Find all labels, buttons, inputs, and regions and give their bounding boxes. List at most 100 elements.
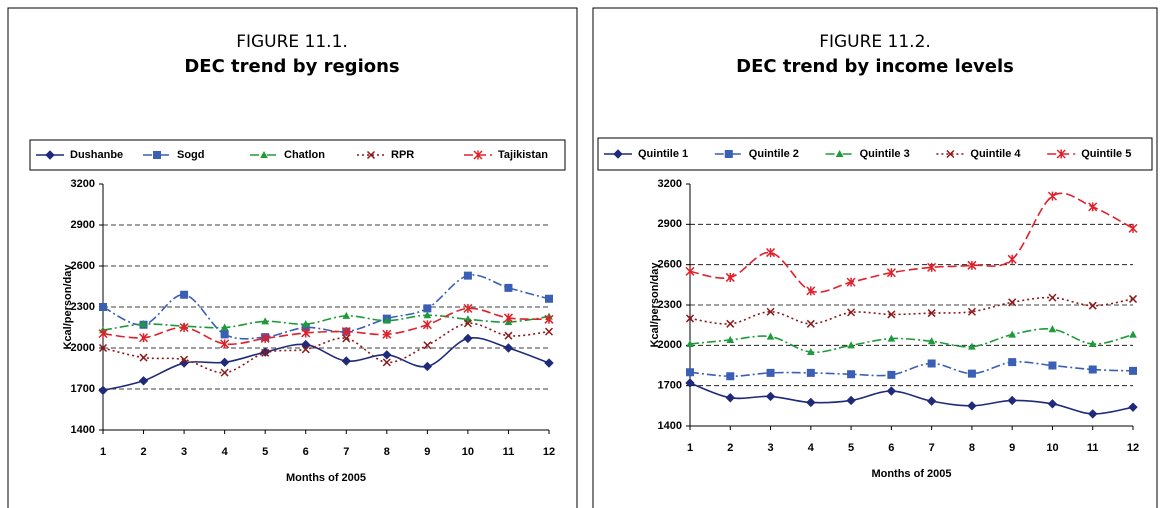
series-line [689,382,1134,415]
marker [1088,339,1097,347]
marker [1128,402,1138,412]
marker [1128,294,1138,303]
marker [464,315,472,323]
x-tick-label: 1 [100,446,106,458]
marker [382,329,392,339]
x-tick-label: 7 [929,442,935,454]
marker [301,328,311,338]
marker [219,357,230,368]
marker [98,385,108,396]
marker [1088,409,1098,419]
y-tick-label: 1400 [71,424,95,436]
marker [1129,330,1137,338]
y-tick-label: 3200 [658,178,682,190]
legend-label: Tajikistan [498,149,548,161]
legend-label: RPR [391,149,414,161]
y-tick-label: 1400 [658,420,682,432]
marker [138,376,149,386]
marker [1088,365,1097,374]
marker [726,372,735,381]
marker [926,396,937,406]
marker [139,333,149,343]
x-tick-label: 6 [888,442,894,454]
marker [765,391,776,402]
x-tick-label: 2 [140,446,146,458]
x-tick-label: 5 [262,446,268,458]
legend-marker [613,149,623,159]
marker [766,368,775,377]
figure-label: FIGURE 11.2. [819,32,931,52]
legend-label: Chatlon [284,149,325,161]
marker [342,311,351,319]
series-line [102,314,550,332]
marker [544,314,554,324]
x-axis-label: Months of 2005 [871,468,951,480]
marker [423,304,432,313]
legend-marker [45,150,55,160]
marker [847,308,856,317]
marker [967,401,977,411]
legend-marker [835,149,844,157]
legend-marker [946,149,955,159]
marker [261,348,270,357]
marker [927,262,937,272]
series-line [102,336,550,392]
series-line [689,361,1134,378]
marker [301,320,310,328]
y-axis-label: Kcal/person/day [649,262,661,348]
marker [847,370,856,379]
series-line [102,307,550,346]
legend-box [29,139,566,171]
marker [726,335,735,343]
y-tick-label: 2000 [71,342,95,354]
marker [422,320,432,330]
x-tick-label: 6 [303,446,309,458]
marker [180,355,189,364]
marker [139,353,148,362]
marker [1047,399,1058,409]
x-tick-label: 4 [808,442,815,454]
marker [887,310,896,319]
marker [463,319,472,328]
marker [886,268,896,278]
marker [463,303,473,313]
legend-marker [724,150,733,158]
marker [886,386,897,396]
marker [887,334,896,342]
x-tick-label: 5 [848,442,854,454]
legend-label: Dushanbe [70,149,123,161]
marker [967,307,976,316]
y-tick-label: 2300 [71,301,95,313]
marker [382,316,391,324]
legend-label: Quintile 3 [860,148,910,160]
x-tick-label: 9 [424,446,430,458]
marker [846,277,856,287]
marker [726,319,735,328]
marker [927,359,936,368]
marker [422,361,433,372]
marker [342,334,351,343]
marker [686,368,694,377]
series-line [102,322,550,374]
marker [725,272,735,282]
marker [504,283,513,292]
marker [1048,361,1057,370]
legend-marker [1056,149,1066,159]
panel-frame [7,7,578,508]
series-line [689,296,1134,325]
marker [1128,223,1138,233]
marker [463,333,473,344]
marker [382,350,392,360]
marker [685,314,695,323]
marker [503,343,514,353]
legend-box [597,137,1153,171]
marker [887,370,896,379]
marker [967,369,976,378]
marker [1048,325,1057,333]
marker [806,397,816,408]
legend-label: Quintile 5 [1081,148,1131,160]
marker [766,332,775,340]
y-tick-label: 2000 [658,339,682,351]
marker [685,378,695,388]
